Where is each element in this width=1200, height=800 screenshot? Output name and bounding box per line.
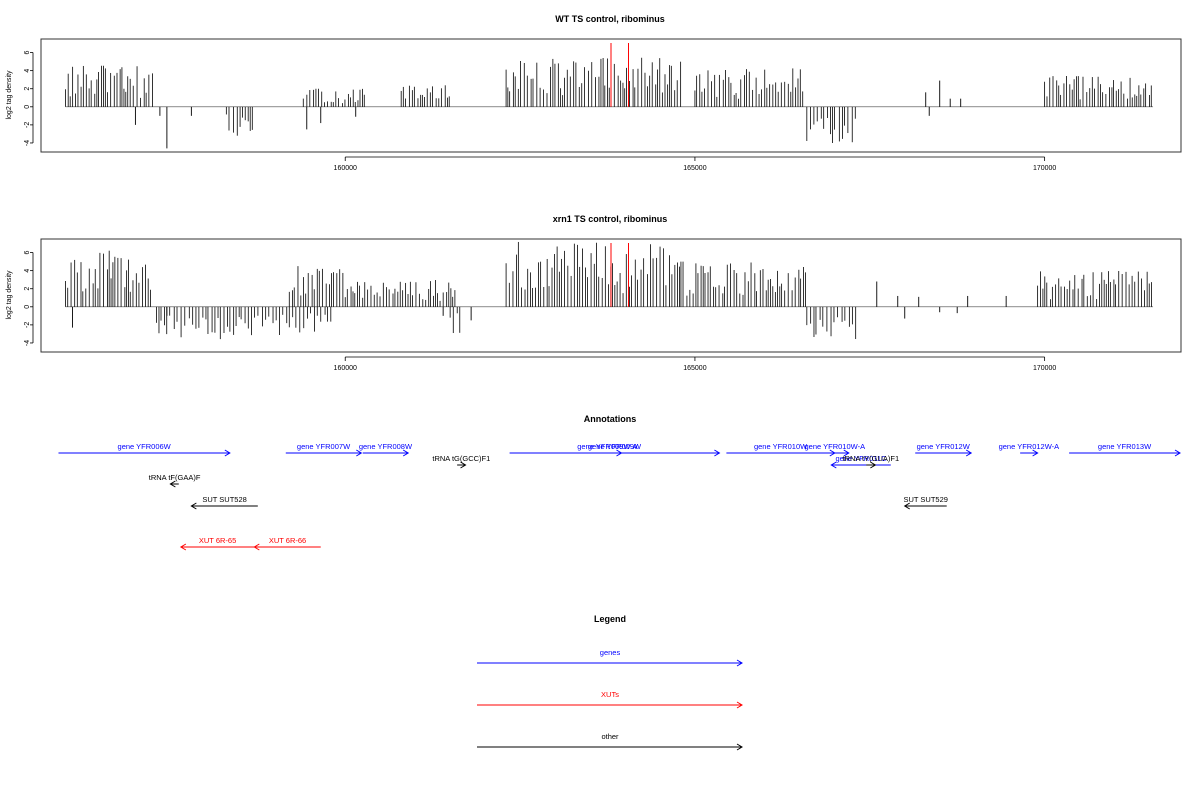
feature-sut-sut529: SUT SUT529	[903, 495, 948, 510]
wt-panel: WT TS control, ribominus -4 -2 0 2 4 6 160000…	[6, 14, 1182, 172]
legend-arrowhead	[736, 743, 743, 751]
feature-arrowhead	[190, 502, 197, 510]
y-tick-label: -4	[24, 140, 31, 146]
feature-label: tRNA tF(GAA)F	[149, 473, 201, 482]
y-tick-label: -2	[24, 322, 31, 328]
x-tick-label: 165000	[683, 165, 706, 172]
feature-gene-yfr011c: gene YFR011C	[830, 454, 891, 469]
feature-arrowhead	[714, 449, 721, 457]
legend-label: genes	[600, 648, 621, 657]
feature-label: gene YFR011C	[836, 454, 888, 463]
legend-label: XUTs	[601, 690, 619, 699]
feature-trna-ty-gua-f1: tRNA tY(GUA)F1	[842, 454, 899, 469]
feature-label: XUT 6R-66	[269, 536, 306, 545]
feature-label: gene YFR010W-A	[805, 442, 866, 451]
xrn1-bars	[65, 241, 1154, 340]
feature-label: tRNA tY(GUA)F1	[842, 454, 899, 463]
wt-y-axis: -4 -2 0 2 4 6	[24, 51, 34, 146]
legend-label: other	[601, 732, 619, 741]
feature-arrowhead	[402, 449, 410, 457]
feature-label: gene YFR009W	[588, 442, 642, 451]
y-tick-label: 2	[24, 287, 31, 291]
feature-gene-yfr012w: gene YFR012W	[915, 442, 973, 457]
y-tick-label: -4	[24, 340, 31, 346]
annotations-title: Annotations	[584, 414, 637, 424]
feature-gene-yfr006w: gene YFR006W	[58, 442, 231, 457]
feature-arrowhead	[1032, 449, 1039, 457]
feature-label: SUT SUT529	[903, 495, 947, 504]
feature-gene-yfr012w-a: gene YFR012W-A	[999, 442, 1060, 457]
legend-arrowhead	[736, 701, 743, 709]
feature-arrowhead	[843, 449, 850, 457]
x-tick-label: 160000	[334, 365, 357, 372]
x-tick-label: 165000	[683, 365, 706, 372]
feature-xut-6r-65: XUT 6R-65	[179, 536, 255, 551]
feature-arrowhead	[460, 461, 467, 469]
feature-arrowhead	[616, 449, 623, 457]
xrn1-panel-title: xrn1 TS control, ribominus	[553, 214, 668, 224]
y-tick-label: 0	[24, 105, 31, 109]
feature-trna-tg-gcc-f1: tRNA tG(GCC)F1	[432, 454, 490, 469]
feature-arrowhead	[179, 543, 187, 551]
legend-item-genes: genes	[477, 648, 743, 667]
feature-arrowhead	[965, 449, 973, 457]
feature-label: XUT 6R-65	[199, 536, 236, 545]
feature-arrowhead	[356, 449, 363, 457]
feature-gene-yfr008w: gene YFR008W	[359, 442, 413, 457]
feature-gene-yfr009w-a: gene YFR009W-A	[577, 442, 638, 457]
feature-arrowhead	[253, 543, 260, 551]
feature-arrowhead	[903, 502, 910, 510]
feature-gene-yfr010w-a: gene YFR010W-A	[805, 442, 866, 457]
feature-arrowhead	[870, 461, 877, 469]
xrn1-y-axis-label: log2 tag density	[6, 270, 13, 320]
x-tick-label: 170000	[1033, 165, 1056, 172]
wt-y-axis-label: log2 tag density	[6, 70, 13, 120]
feature-label: SUT SUT528	[202, 495, 246, 504]
y-tick-label: 4	[24, 69, 31, 73]
x-tick-label: 160000	[334, 165, 357, 172]
feature-label: gene YFR012W-A	[999, 442, 1060, 451]
feature-label: gene YFR010W	[754, 442, 808, 451]
legend: Legend genes XUTs other	[477, 614, 743, 751]
legend-arrowhead	[736, 659, 743, 667]
feature-label: gene YFR012W	[917, 442, 971, 451]
y-tick-label: 0	[24, 305, 31, 309]
annotation-features: gene YFR006W gene YFR007W gene YFR008W gene…	[58, 442, 1181, 551]
wt-panel-title: WT TS control, ribominus	[555, 14, 665, 24]
feature-gene-yfr013w: gene YFR013W	[1069, 442, 1181, 457]
feature-label: gene YFR008W	[359, 442, 413, 451]
y-tick-label: -2	[24, 122, 31, 128]
y-tick-label: 6	[24, 251, 31, 255]
wt-x-axis: 160000 165000 170000	[334, 156, 1056, 172]
feature-gene-yfr007w: gene YFR007W	[285, 442, 363, 457]
feature-arrowhead	[830, 461, 837, 469]
feature-arrowhead	[169, 480, 176, 488]
feature-arrowhead	[1174, 449, 1181, 457]
feature-label: gene YFR007W	[297, 442, 351, 451]
feature-label: gene YFR006W	[118, 442, 172, 451]
xrn1-plot-frame	[40, 238, 1182, 353]
feature-arrowhead	[224, 449, 231, 457]
feature-trna-tf-gaa-f: tRNA tF(GAA)F	[149, 473, 201, 488]
annotations-track: Annotations gene YFR006W gene YFR007W gene…	[58, 414, 1181, 551]
y-tick-label: 2	[24, 87, 31, 91]
wt-plot-frame	[40, 38, 1182, 153]
x-tick-label: 170000	[1033, 365, 1056, 372]
xrn1-x-axis: 160000 165000 170000	[334, 356, 1056, 372]
feature-label: tRNA tG(GCC)F1	[432, 454, 490, 463]
legend-items: genes XUTs other	[477, 648, 743, 751]
feature-sut-sut528: SUT SUT528	[190, 495, 258, 510]
xrn1-y-axis: -4 -2 0 2 4 6	[24, 251, 34, 346]
feature-label: gene YFR009W-A	[577, 442, 638, 451]
legend-title: Legend	[594, 614, 626, 624]
wt-bars	[65, 43, 1154, 149]
feature-xut-6r-66: XUT 6R-66	[253, 536, 321, 551]
feature-label: gene YFR013W	[1098, 442, 1152, 451]
y-tick-label: 6	[24, 51, 31, 55]
legend-item-other: other	[477, 732, 743, 751]
xrn1-panel: xrn1 TS control, ribominus -4 -2 0 2 4 6 1600…	[6, 214, 1182, 372]
y-tick-label: 4	[24, 269, 31, 273]
legend-item-xuts: XUTs	[477, 690, 743, 709]
